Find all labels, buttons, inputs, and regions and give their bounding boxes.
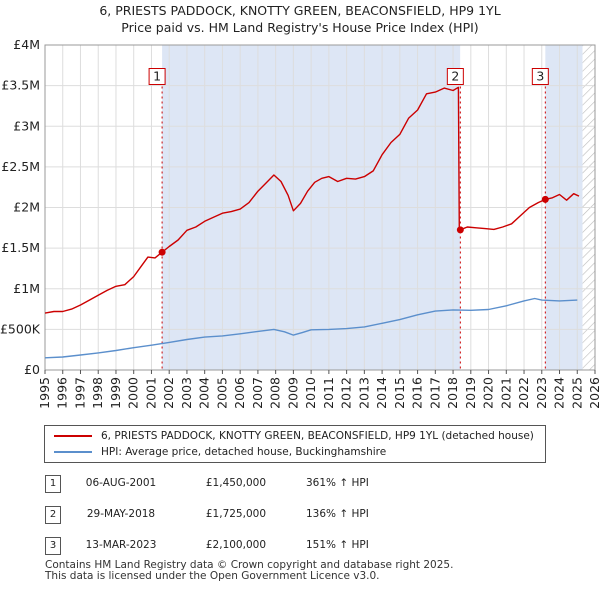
sale-price: £2,100,000	[196, 539, 266, 551]
sale-label-text: 2	[451, 69, 459, 84]
price-chart: 1 2 3 £0 £500K £1M £1.5M £2M £2.5M £3M £3.5M £4M 1…	[0, 0, 600, 420]
sale-row: 3 13-MAR-2023 £2,100,000 151% ↑ HPI	[0, 537, 600, 557]
x-tick-label: 2006	[232, 377, 247, 409]
x-tick-label: 2011	[321, 377, 336, 409]
x-tick-label: 2005	[214, 377, 229, 409]
x-tick-label: 2009	[285, 377, 300, 409]
legend-swatch-hpi	[54, 451, 92, 453]
sale-price: £1,450,000	[196, 477, 266, 489]
x-tick-label: 2018	[445, 377, 460, 409]
y-tick-label: £0	[24, 362, 40, 377]
x-tick-label: 2019	[463, 377, 478, 409]
x-tick-label: 2025	[569, 377, 584, 409]
sale-number-badge: 2	[45, 506, 61, 524]
x-tick-label: 2014	[374, 377, 389, 409]
sale-number-badge: 3	[45, 537, 61, 555]
y-tick-label: £3M	[13, 118, 40, 133]
y-axis-ticks: £0 £500K £1M £1.5M £2M £2.5M £3M £3.5M £4M	[0, 37, 41, 377]
sale-point	[542, 196, 549, 203]
x-tick-label: 2026	[587, 377, 600, 409]
x-tick-label: 1996	[55, 377, 70, 409]
y-tick-label: £2.5M	[1, 159, 40, 174]
sale-row: 2 29-MAY-2018 £1,725,000 136% ↑ HPI	[0, 506, 600, 526]
legend-label-hpi: HPI: Average price, detached house, Buck…	[101, 444, 386, 460]
sale-hpi-change: 151% ↑ HPI	[306, 539, 369, 551]
sale-hpi-change: 361% ↑ HPI	[306, 477, 369, 489]
y-tick-label: £3.5M	[1, 78, 40, 93]
x-tick-label: 1995	[37, 377, 52, 409]
y-tick-label: £1M	[13, 281, 40, 296]
x-tick-label: 2017	[427, 377, 442, 409]
x-tick-label: 2012	[339, 377, 354, 409]
x-tick-label: 2022	[516, 377, 531, 409]
x-tick-label: 2004	[197, 377, 212, 409]
x-tick-label: 2023	[534, 377, 549, 409]
x-tick-label: 2015	[392, 377, 407, 409]
legend-label-property: 6, PRIESTS PADDOCK, KNOTTY GREEN, BEACON…	[101, 428, 534, 444]
sale-price: £1,725,000	[196, 508, 266, 520]
x-tick-label: 2024	[552, 377, 567, 409]
sale-row: 1 06-AUG-2001 £1,450,000 361% ↑ HPI	[0, 475, 600, 495]
x-tick-label: 2010	[303, 377, 318, 409]
x-tick-label: 1999	[108, 377, 123, 409]
x-tick-label: 2003	[179, 377, 194, 409]
x-tick-label: 2000	[126, 377, 141, 409]
x-tick-label: 2013	[356, 377, 371, 409]
x-tick-label: 2008	[268, 377, 283, 409]
x-tick-label: 2007	[250, 377, 265, 409]
sale-date: 06-AUG-2001	[76, 477, 166, 489]
x-tick-label: 2016	[410, 377, 425, 409]
legend-swatch-property	[54, 435, 92, 437]
x-tick-label: 2002	[161, 377, 176, 409]
sale-point	[159, 249, 166, 256]
sale-label-text: 3	[536, 69, 544, 84]
y-tick-label: £500K	[0, 321, 41, 336]
x-tick-label: 2020	[481, 377, 496, 409]
sale-date: 29-MAY-2018	[76, 508, 166, 520]
y-tick-label: £4M	[13, 37, 40, 52]
x-tick-label: 2021	[498, 377, 513, 409]
sale-point	[457, 226, 464, 233]
sale-number-badge: 1	[45, 475, 61, 493]
footer-attribution: Contains HM Land Registry data © Crown c…	[45, 560, 453, 582]
legend: 6, PRIESTS PADDOCK, KNOTTY GREEN, BEACON…	[44, 425, 546, 463]
sale-hpi-change: 136% ↑ HPI	[306, 508, 369, 520]
sale-date: 13-MAR-2023	[76, 539, 166, 551]
x-tick-label: 2001	[143, 377, 158, 409]
y-tick-label: £2M	[13, 200, 40, 215]
sale-label-text: 1	[153, 69, 161, 84]
footer-line2: This data is licensed under the Open Gov…	[45, 571, 453, 582]
x-tick-label: 1998	[90, 377, 105, 409]
x-axis-ticks: 1995 1996 1997 1998 1999 2000 2001 2002 2003 2004…	[37, 370, 600, 409]
y-tick-label: £1.5M	[1, 240, 40, 255]
x-tick-label: 1997	[72, 377, 87, 409]
